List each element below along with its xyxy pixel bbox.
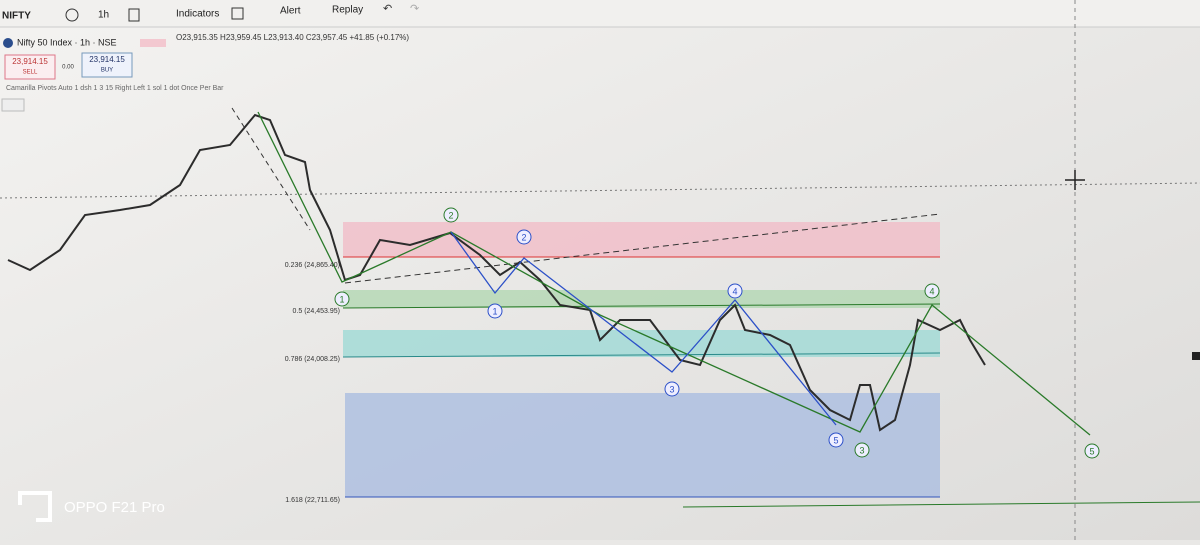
crosshair [1065,170,1085,190]
ohlc: O23,915.35 H23,959.45 L23,913.40 C23,957… [176,33,409,42]
symbol-logo [3,38,13,48]
wave-marker [854,442,870,458]
indicators-button[interactable]: Indicators [176,9,219,20]
bar-style[interactable] [128,8,140,22]
collapse-legend[interactable] [1,98,25,112]
wave-marker [516,229,532,245]
wave-label: 1 [492,306,497,316]
price-series [7,113,986,432]
wave-label: 4 [732,286,737,296]
wave-marker [924,283,940,299]
wave-green [257,111,1091,436]
wave-label: 2 [521,232,526,242]
watermark-icon [18,491,52,522]
trend-dashed [231,107,311,231]
chart-title: Nifty 50 Index · 1h · NSE [17,37,117,47]
wave-marker [1084,443,1100,459]
sell-button[interactable] [4,54,56,80]
wave-label: 1 [339,294,344,304]
fib-label: 0.236 (24,865.40) [285,262,340,269]
fib-zone-blue [345,393,940,497]
buy-price[interactable]: 23,914.15 [89,55,125,64]
price-tag [1192,352,1200,360]
redo[interactable]: ↷ [410,3,419,15]
market-status [140,39,166,47]
toolbar [0,0,1200,27]
pivot-dotted-line [0,182,1200,199]
wave-blue [450,231,837,426]
wave-label: 3 [669,384,674,394]
sell-label[interactable]: SELL [23,70,38,76]
wave-marker [334,291,350,307]
add-symbol[interactable] [65,8,79,22]
wave-marker [487,303,503,319]
indicator-legend: Camarilla Pivots Auto 1 dsh 1 3 15 Right… [6,85,224,92]
wave-label: 3 [859,445,864,455]
fib-line-0786 [342,352,941,358]
watermark: OPPO F21 Pro [64,499,165,516]
wave-label: 5 [833,435,838,445]
undo[interactable]: ↶ [383,3,392,15]
wave-marker [664,381,680,397]
symbol-search[interactable]: NIFTY [2,11,31,22]
spread: 0.00 [62,65,74,71]
fib-label: 0.786 (24,008.25) [285,356,340,363]
wave-marker [727,283,743,299]
sell-price[interactable]: 23,914.15 [12,57,48,66]
buy-button[interactable] [81,52,133,78]
fib-label: 1.618 (22,711.65) [285,497,340,504]
fib-zone-pink [343,222,940,257]
fib-label: 0.5 (24,453.95) [293,308,340,315]
buy-label[interactable]: BUY [101,68,113,74]
interval[interactable]: 1h [98,10,109,21]
fib-zone-teal [343,330,940,357]
fib-zone-green [343,290,940,308]
templates[interactable] [231,7,244,20]
fib-line-05 [342,303,941,309]
wave-marker [828,432,844,448]
wave-label: 4 [929,286,934,296]
wave-label: 5 [1089,446,1094,456]
replay-button[interactable]: Replay [332,5,363,16]
trend-line [682,501,1200,508]
alert-button[interactable]: Alert [280,6,301,17]
wave-label: 2 [448,210,453,220]
wave-marker [443,207,459,223]
